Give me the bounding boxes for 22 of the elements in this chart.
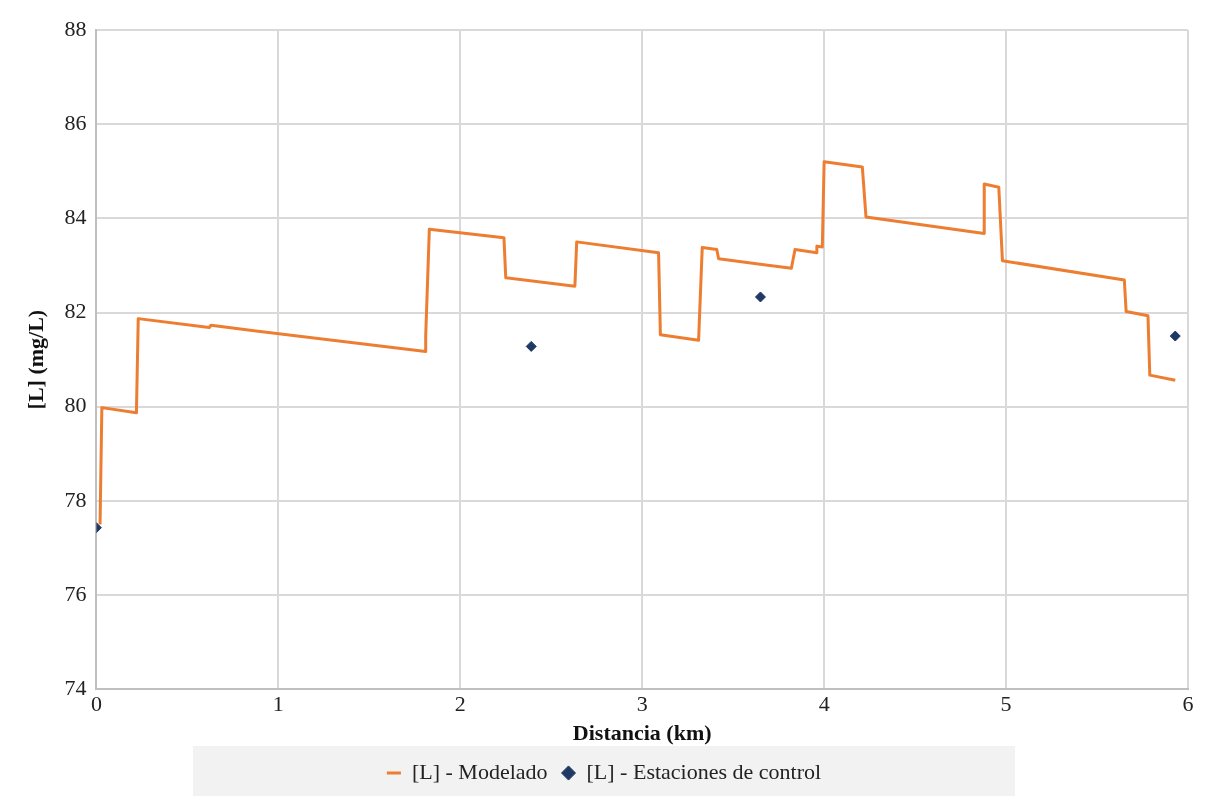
x-tick-label: 4 bbox=[818, 691, 830, 717]
x-tick-label: 5 bbox=[1000, 691, 1012, 717]
y-tick-label: 82 bbox=[64, 298, 87, 324]
y-axis-title: [L] (mg/L) bbox=[22, 309, 48, 410]
x-tick-label: 1 bbox=[272, 691, 284, 717]
point bbox=[754, 291, 766, 303]
y-tick-label: 86 bbox=[64, 109, 87, 135]
y-tick-label: 78 bbox=[64, 486, 87, 512]
point bbox=[525, 340, 537, 352]
y-tick-label: 80 bbox=[64, 392, 87, 418]
x-tick-label: 6 bbox=[1182, 691, 1194, 717]
point bbox=[1169, 330, 1181, 342]
legend-label: [L] - Modelado bbox=[411, 758, 548, 784]
x-tick-label: 0 bbox=[90, 691, 102, 717]
y-tick-label: 74 bbox=[64, 674, 87, 700]
x-tick-label: 2 bbox=[454, 691, 466, 717]
x-axis-title: Distancia (km) bbox=[572, 720, 712, 746]
y-tick-label: 88 bbox=[64, 15, 87, 41]
y-tick-label: 84 bbox=[64, 204, 87, 230]
y-tick-label: 76 bbox=[64, 580, 87, 606]
x-tick-label: 3 bbox=[636, 691, 648, 717]
legend-label: [L] - Estaciones de control bbox=[586, 758, 822, 784]
